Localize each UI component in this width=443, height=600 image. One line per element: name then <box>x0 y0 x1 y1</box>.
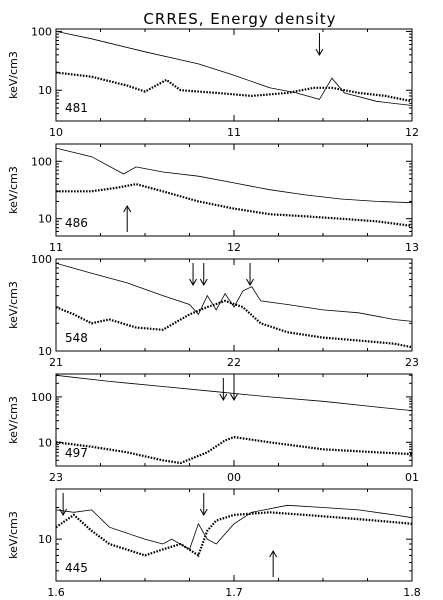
series-solid-line <box>55 374 413 411</box>
series-dotted-line <box>55 299 413 349</box>
panel-497: 23 00 01 100 10 keV/cm3 497 <box>7 373 419 484</box>
y-axis-label: keV/cm3 <box>7 396 20 444</box>
x-tick-label: 11 <box>49 241 63 254</box>
orbit-number: 486 <box>65 216 88 230</box>
panel-frame <box>55 488 413 582</box>
y-tick-label: 10 <box>38 436 52 449</box>
arrow-head <box>189 278 197 286</box>
arrow-head <box>199 278 208 286</box>
x-tick-label: 12 <box>227 241 241 254</box>
panel-445: 1.6 1.7 1.8 10 keV/cm3 445 <box>7 488 421 599</box>
orbit-number: 481 <box>65 101 88 115</box>
arrow-head <box>219 393 228 401</box>
y-tick-label: 100 <box>31 155 52 168</box>
y-axis-label: keV/cm3 <box>7 166 20 214</box>
event-arrow-down <box>230 378 238 401</box>
x-tick-label: 23 <box>405 356 419 369</box>
arrow-head <box>315 48 324 56</box>
series-dotted-line <box>56 182 413 227</box>
arrow-head <box>230 393 238 401</box>
orbit-number: 497 <box>65 446 88 460</box>
x-tick-label: 10 <box>49 126 63 139</box>
series-solid-line <box>55 262 413 322</box>
event-arrow-up <box>123 205 132 232</box>
y-tick-label: 10 <box>38 213 52 226</box>
series-solid-line <box>55 504 413 550</box>
arrow-head <box>246 278 254 286</box>
y-tick-label: 100 <box>31 25 52 38</box>
y-tick-label: 10 <box>38 345 52 358</box>
orbit-number: 548 <box>65 331 88 345</box>
event-arrow-down <box>219 378 228 401</box>
y-axis-label: keV/cm3 <box>7 281 20 329</box>
orbit-number: 445 <box>65 561 88 575</box>
x-tick-label: 22 <box>227 356 241 369</box>
event-arrow-up <box>269 550 278 577</box>
y-axis-label: keV/cm3 <box>7 51 20 99</box>
series-dotted-line <box>55 71 413 103</box>
event-arrow-down <box>59 493 68 516</box>
panel-481: 10 11 12 100 10 keV/cm3 481 <box>7 25 419 139</box>
event-arrow-down <box>189 263 197 286</box>
y-tick-label: 100 <box>31 253 52 266</box>
y-tick-label: 100 <box>31 391 52 404</box>
y-tick-label: 10 <box>38 533 52 546</box>
panel-frame <box>55 258 413 352</box>
series-solid-line <box>55 31 413 106</box>
panels-group: 10 11 12 100 10 keV/cm3 481 11 12 13 100 10 keV/cm3 4… <box>7 25 421 599</box>
x-tick-label: 21 <box>49 356 63 369</box>
x-tick-label: 00 <box>227 471 241 484</box>
panel-frame <box>55 143 413 237</box>
event-arrow-down <box>246 263 254 286</box>
arrow-head <box>199 508 208 516</box>
x-tick-label: 1.7 <box>225 586 243 599</box>
arrow-head <box>59 508 68 516</box>
panel-486: 11 12 13 100 10 keV/cm3 486 <box>7 143 419 254</box>
y-tick-label: 10 <box>38 84 52 97</box>
event-arrow-down <box>199 493 208 516</box>
event-arrow-down <box>199 263 208 286</box>
x-tick-label: 01 <box>405 471 419 484</box>
y-axis-label: keV/cm3 <box>7 511 20 559</box>
x-tick-label: 1.6 <box>47 586 65 599</box>
x-tick-label: 1.8 <box>403 586 421 599</box>
x-tick-label: 11 <box>227 126 241 139</box>
series-dotted-line <box>55 435 413 465</box>
arrow-head <box>123 205 132 213</box>
series-dotted-line <box>55 511 413 558</box>
series-solid-line <box>55 147 413 204</box>
x-tick-label: 23 <box>49 471 63 484</box>
arrow-head <box>269 550 278 558</box>
panel-548: 21 22 23 100 10 keV/cm3 548 <box>7 253 419 369</box>
x-tick-label: 12 <box>405 126 419 139</box>
x-tick-label: 13 <box>405 241 419 254</box>
event-arrow-down <box>315 33 324 56</box>
figure-title: CRRES, Energy density <box>143 10 336 28</box>
